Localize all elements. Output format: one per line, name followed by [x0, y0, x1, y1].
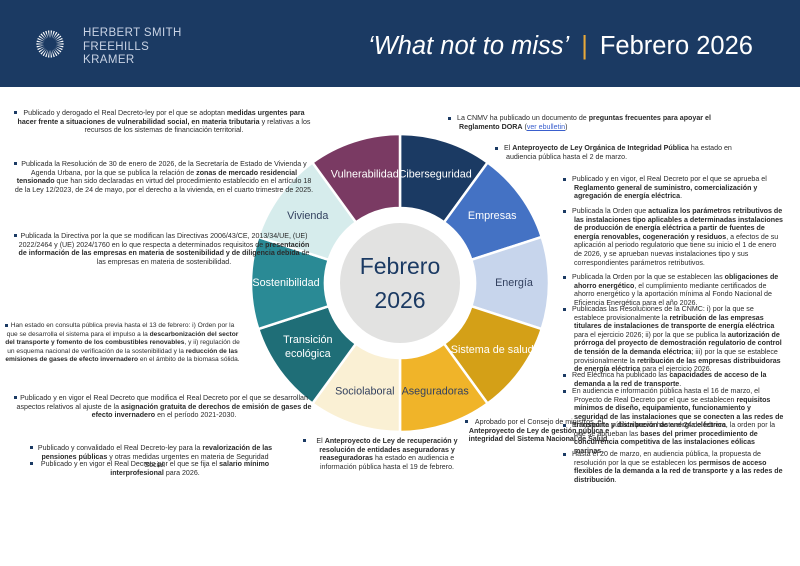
svg-text:Sistema de salud: Sistema de salud	[451, 344, 534, 356]
svg-text:2026: 2026	[374, 287, 425, 313]
svg-text:Energía: Energía	[495, 277, 533, 289]
svg-text:Empresas: Empresas	[468, 210, 517, 222]
svg-text:Ciberseguridad: Ciberseguridad	[399, 168, 472, 180]
svg-text:Aseguradoras: Aseguradoras	[402, 385, 470, 397]
svg-text:Sociolaboral: Sociolaboral	[335, 385, 394, 397]
svg-text:Febrero: Febrero	[360, 253, 441, 279]
svg-text:Vulnerabilidad: Vulnerabilidad	[331, 168, 399, 180]
svg-text:Vivienda: Vivienda	[287, 210, 328, 222]
svg-text:Sostenibilidad: Sostenibilidad	[252, 277, 319, 289]
